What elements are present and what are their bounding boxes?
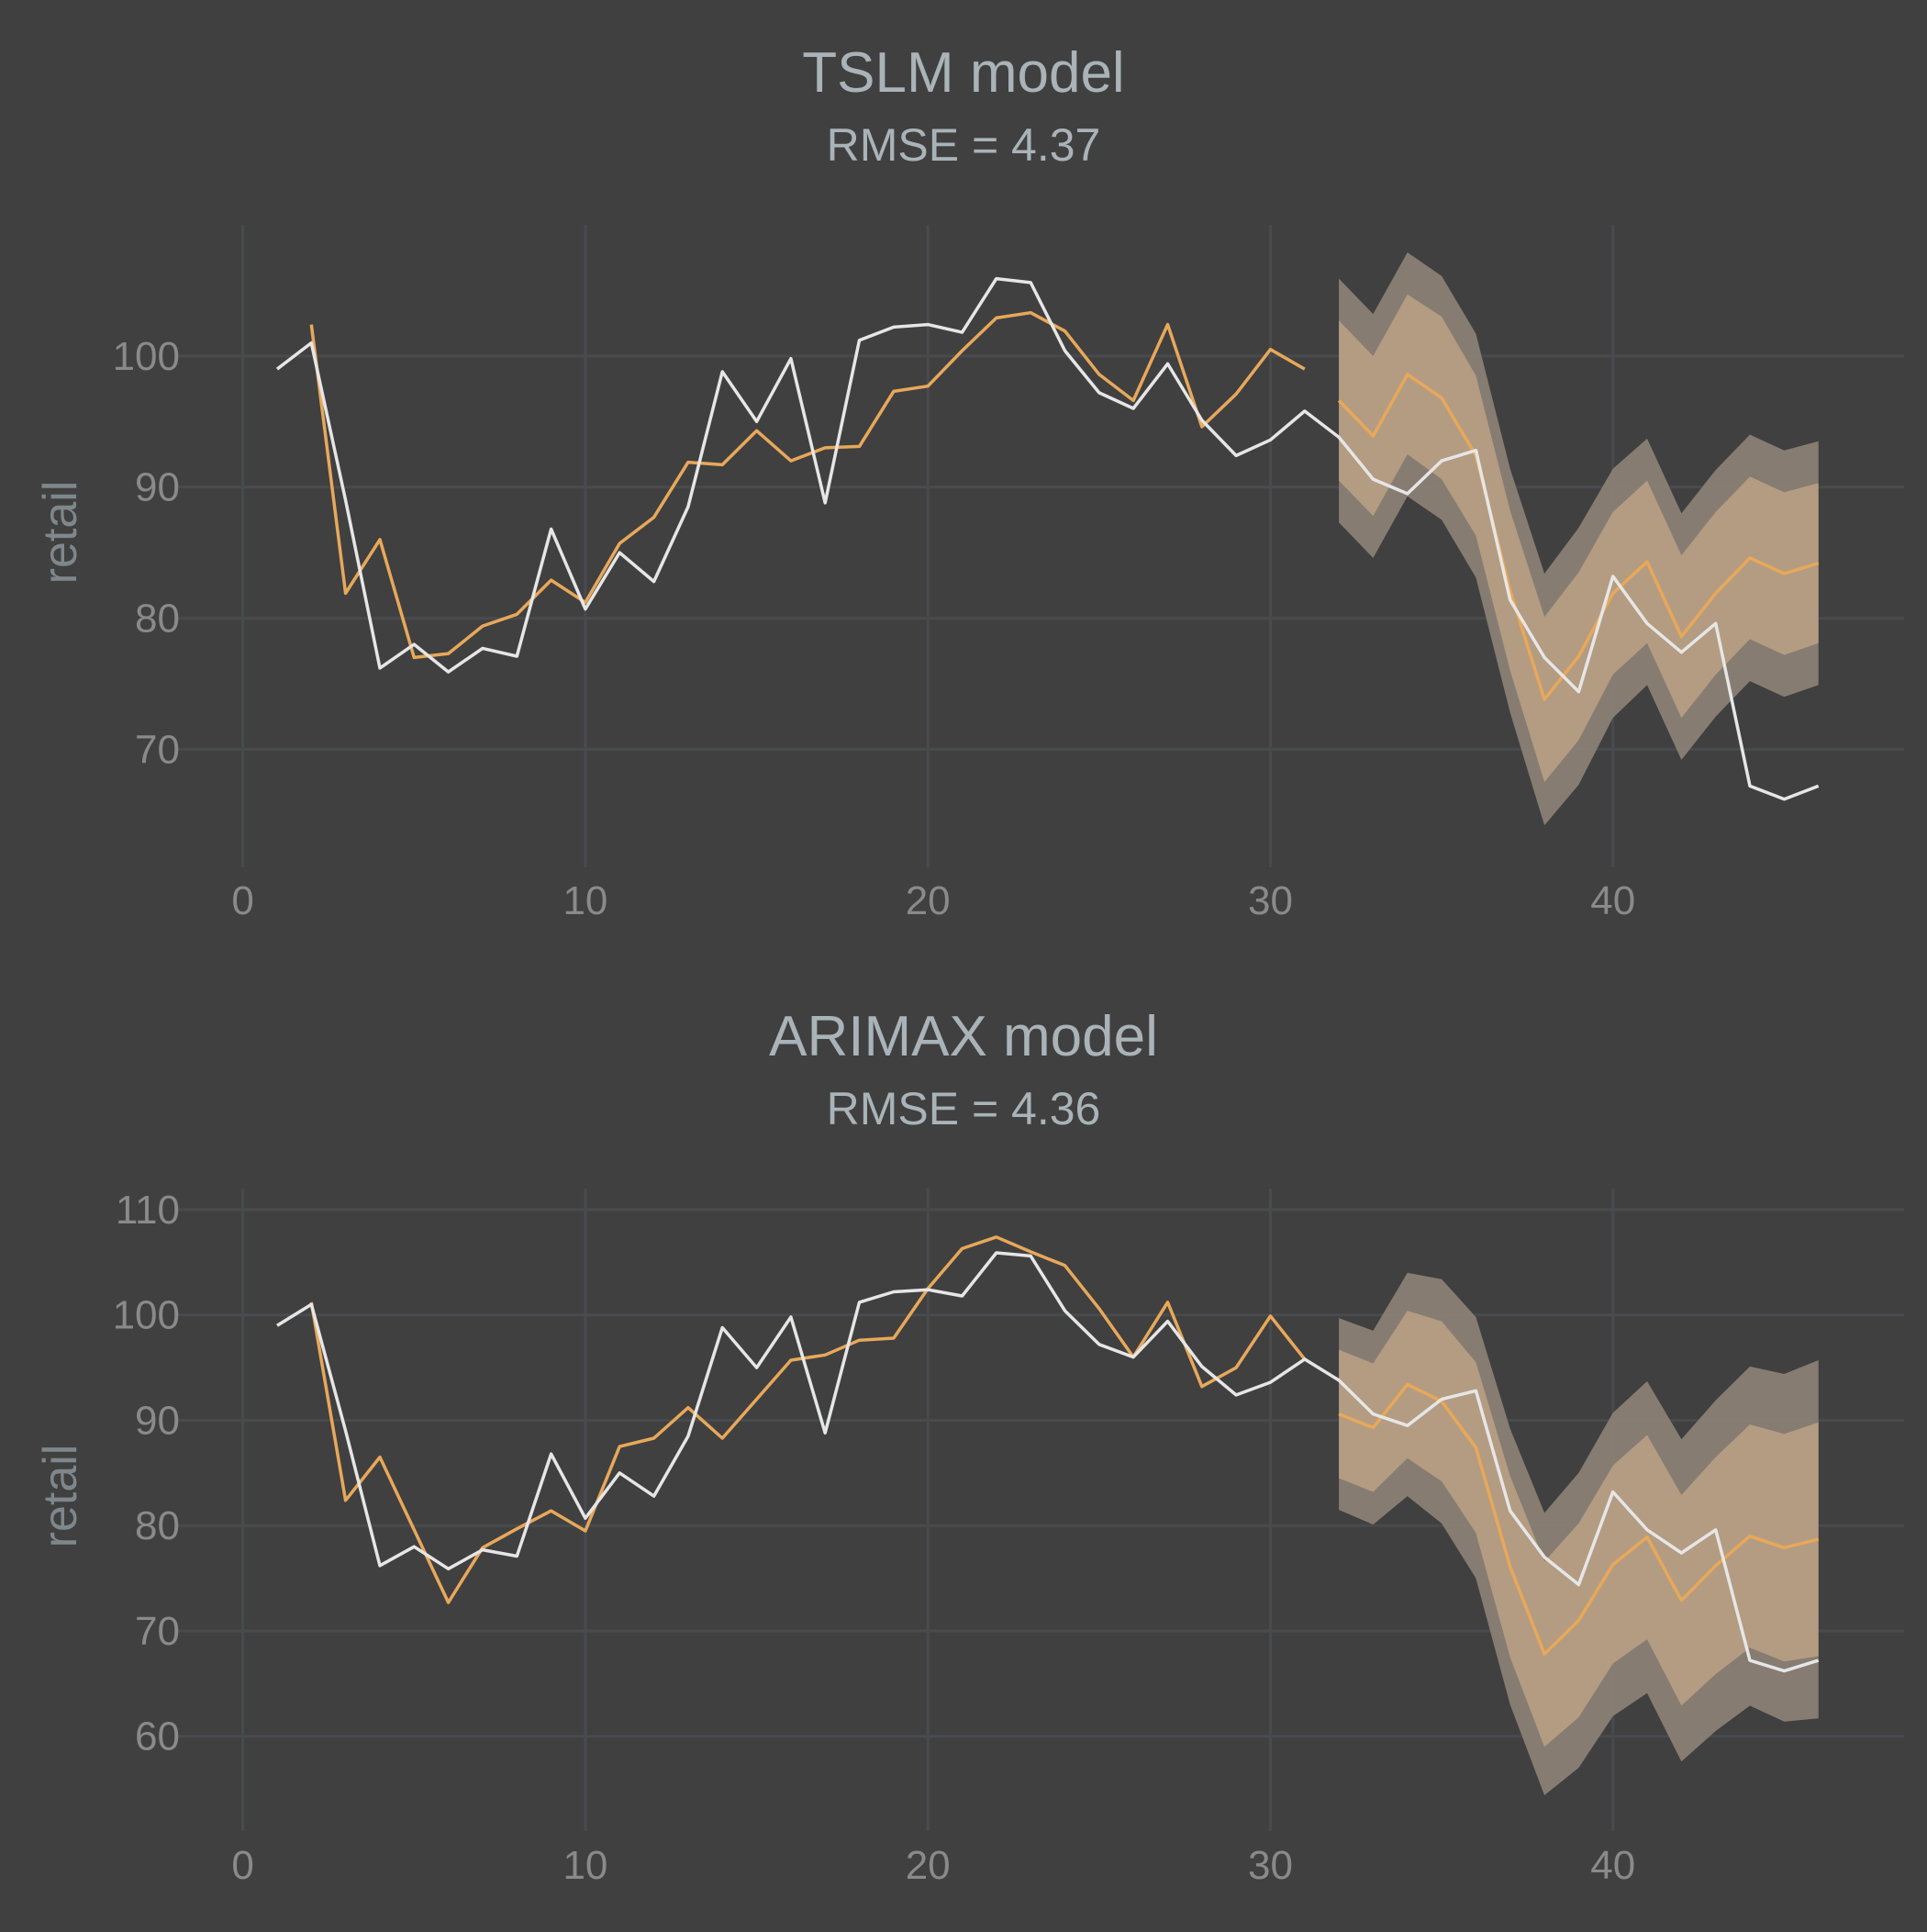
tick-labels: 0 10 20 30 40 60 70 80 90 100 110	[113, 1188, 1636, 1888]
chart-subtitle: RMSE = 4.36	[827, 1083, 1101, 1134]
x-tick-label: 20	[906, 878, 951, 923]
y-tick-label: 80	[135, 1503, 180, 1548]
x-tick-label: 10	[563, 1843, 607, 1888]
y-axis-label: retail	[34, 481, 87, 585]
x-tick-label: 30	[1248, 878, 1293, 923]
x-tick-label: 0	[231, 1843, 253, 1888]
y-axis-label: retail	[34, 1445, 87, 1548]
forecast-intervals	[1339, 1272, 1819, 1795]
actual-line	[275, 276, 1820, 801]
y-tick-label: 60	[135, 1714, 180, 1759]
x-tick-label: 40	[1590, 878, 1635, 923]
chart-title: TSLM model	[802, 41, 1124, 105]
y-tick-label: 90	[135, 465, 180, 510]
panel-tslm: TSLM model RMSE = 4.37 retail 0 10 20 30 40 7…	[34, 41, 1904, 923]
chart-title: ARIMAX model	[769, 1005, 1158, 1068]
y-tick-label: 90	[135, 1398, 180, 1443]
x-tick-label: 20	[906, 1843, 951, 1888]
tick-labels: 0 10 20 30 40 70 80 90 100	[113, 334, 1636, 923]
fitted-line	[309, 1235, 1307, 1604]
x-tick-label: 0	[231, 878, 253, 923]
y-tick-label: 70	[135, 727, 180, 772]
forecast-line	[1337, 373, 1820, 701]
x-tick-label: 30	[1248, 1843, 1293, 1888]
y-tick-label: 80	[135, 597, 180, 642]
grid	[174, 1189, 1904, 1831]
series-lines	[275, 276, 1820, 801]
y-tick-label: 100	[113, 1293, 180, 1338]
chart-subtitle: RMSE = 4.37	[827, 119, 1101, 171]
fitted-line	[309, 310, 1306, 660]
panel-arimax: ARIMAX model RMSE = 4.36 retail 0 10 20 30 4…	[34, 1005, 1904, 1888]
interval-80-band	[1339, 1311, 1819, 1748]
y-tick-label: 110	[116, 1188, 180, 1233]
forecast-line	[1338, 1382, 1820, 1656]
x-tick-label: 40	[1590, 1843, 1635, 1888]
y-tick-label: 70	[135, 1609, 180, 1654]
series-lines	[276, 1235, 1820, 1673]
actual-line	[276, 1251, 1820, 1673]
y-tick-label: 100	[113, 334, 180, 379]
x-tick-label: 10	[563, 878, 607, 923]
interval-80-band	[1339, 294, 1819, 783]
forecast-intervals	[1339, 252, 1819, 826]
